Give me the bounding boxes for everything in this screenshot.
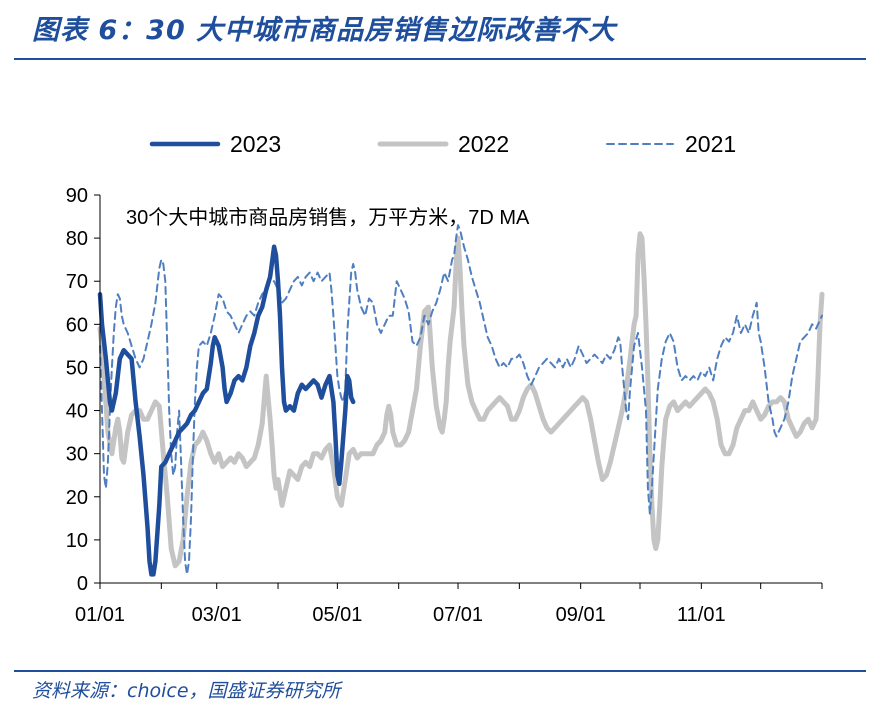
series-line-2023 (97, 244, 356, 577)
y-tick-label: 0 (77, 573, 88, 595)
legend-label-2023: 2023 (230, 131, 281, 157)
legend-label-2021: 2021 (685, 131, 736, 157)
y-tick-label: 70 (66, 271, 88, 293)
y-tick-label: 10 (66, 530, 88, 552)
x-tick-label: 11/01 (677, 604, 726, 626)
axes: 0 10 20 30 40 50 60 70 80 90 01/01 03/01 05/01 07/01 0… (66, 185, 823, 626)
series-layer (97, 224, 825, 577)
y-tick-label: 60 (66, 314, 88, 336)
source-note: 资料来源：choice，国盛证券研究所 (32, 680, 341, 702)
x-tick-label: 01/01 (75, 604, 125, 626)
footer-rule (14, 670, 866, 672)
y-tick-label: 20 (66, 487, 88, 509)
chart-annotation: 30个大中城市商品房销售，万平方米，7D MA (126, 206, 530, 229)
figure-title: 图表 6：30 大中城市商品房销售边际改善不大 (32, 15, 617, 46)
x-tick-label: 09/01 (556, 604, 606, 626)
y-tick-label: 50 (66, 357, 88, 379)
series-line-2022 (97, 231, 825, 569)
title-rule (14, 58, 866, 60)
legend: 2023 2022 2021 (149, 131, 736, 157)
legend-label-2022: 2022 (458, 131, 509, 157)
y-tick-label: 90 (66, 185, 88, 207)
y-tick-label: 80 (66, 228, 88, 250)
x-tick-label: 07/01 (433, 604, 483, 626)
y-tick-label: 30 (66, 444, 88, 466)
series-line-2021 (99, 224, 823, 576)
x-tick-label: 03/01 (192, 604, 242, 626)
y-tick-label: 40 (66, 401, 88, 423)
x-tick-label: 05/01 (312, 604, 362, 626)
